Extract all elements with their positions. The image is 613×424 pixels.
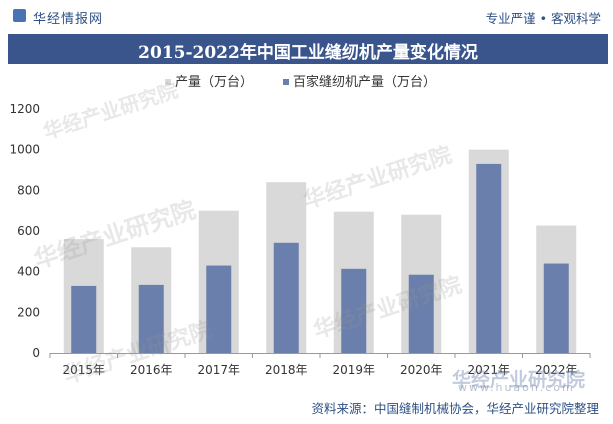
watermark-url: www.huaon.com xyxy=(458,381,575,394)
x-tick-label: 2021年 xyxy=(467,363,510,377)
x-tick-label: 2020年 xyxy=(400,363,443,377)
bar-baijia xyxy=(138,284,164,353)
x-tick-label: 2022年 xyxy=(535,363,578,377)
x-tick-label: 2018年 xyxy=(265,363,308,377)
legend-swatch xyxy=(283,79,289,85)
bar-baijia xyxy=(206,265,232,353)
tagline: 专业严谨 • 客观科学 xyxy=(485,11,601,26)
x-tick-label: 2017年 xyxy=(197,363,240,377)
title-bar: 2015-2022年中国工业缝纫机产量变化情况 xyxy=(8,34,608,64)
bar-baijia xyxy=(273,242,299,353)
bar-baijia xyxy=(543,263,569,353)
bar-baijia xyxy=(476,163,502,353)
legend-swatch xyxy=(165,79,171,85)
bar-baijia xyxy=(408,274,434,353)
x-tick-label: 2019年 xyxy=(332,363,375,377)
y-tick-label: 0 xyxy=(32,346,40,360)
x-tick-label: 2016年 xyxy=(130,363,173,377)
bar-baijia xyxy=(341,268,367,353)
y-tick-label: 1200 xyxy=(9,102,40,116)
watermark-logo: 华经产业研究院 xyxy=(452,369,586,391)
x-tick-label: 2015年 xyxy=(62,363,105,377)
y-tick-label: 600 xyxy=(17,224,40,238)
y-tick-label: 200 xyxy=(17,305,40,319)
y-tick-label: 400 xyxy=(17,265,40,279)
source-note: 资料来源：中国缝制机械协会，华经产业研究院整理 xyxy=(311,401,599,416)
y-tick-label: 1000 xyxy=(9,143,40,157)
legend-label: 产量（万台） xyxy=(175,75,253,90)
logo-icon xyxy=(13,9,26,22)
y-tick-label: 800 xyxy=(17,183,40,197)
brand-name: 华经情报网 xyxy=(33,12,104,27)
top-bar: 华经情报网 专业严谨 • 客观科学 xyxy=(0,0,613,33)
bar-baijia xyxy=(71,285,97,353)
legend-label: 百家缝纫机产量（万台） xyxy=(293,74,436,90)
chart-title: 2015-2022年中国工业缝纫机产量变化情况 xyxy=(138,43,478,63)
